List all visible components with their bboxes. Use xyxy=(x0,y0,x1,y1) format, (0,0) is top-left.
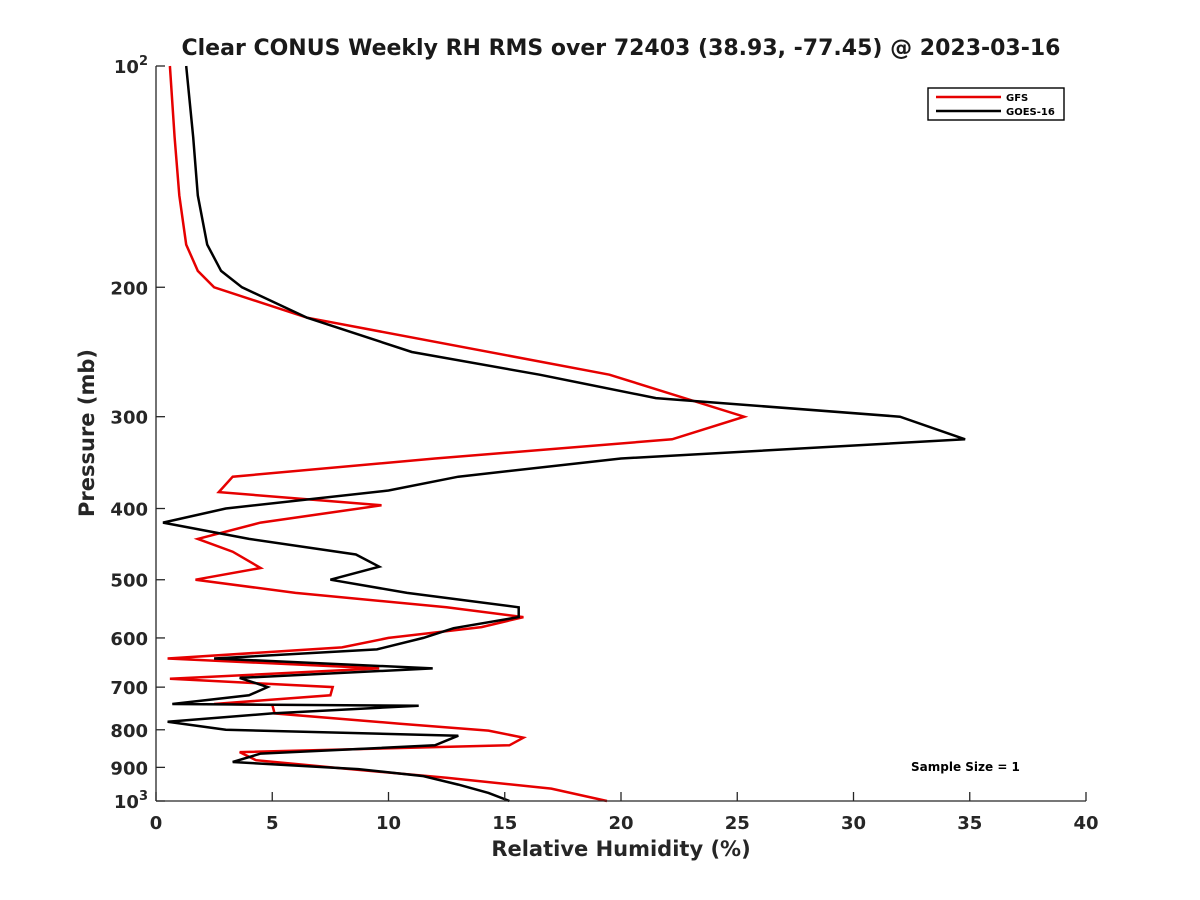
x-tick-label: 35 xyxy=(957,813,982,834)
series-layer xyxy=(162,65,966,803)
x-tick-label: 10 xyxy=(376,813,401,834)
y-tick-label: 900 xyxy=(110,758,148,779)
sample-size-annotation: Sample Size = 1 xyxy=(911,760,1020,774)
legend-box xyxy=(927,87,1065,121)
y-tick-label: 800 xyxy=(110,721,148,742)
x-tick-label: 0 xyxy=(150,813,163,834)
y-tick-label: 400 xyxy=(110,500,148,521)
y-tick-label: 200 xyxy=(110,278,148,299)
x-tick-label: 30 xyxy=(841,813,866,834)
x-tick-label: 5 xyxy=(266,813,279,834)
series-line-gfs xyxy=(167,65,749,803)
x-tick-label: 20 xyxy=(608,813,633,834)
y-axis-label: Pressure (mb) xyxy=(75,349,99,517)
x-tick-label: 25 xyxy=(725,813,750,834)
y-tick-label: 500 xyxy=(110,571,148,592)
x-axis-label: Relative Humidity (%) xyxy=(491,837,750,861)
y-tick-label: 700 xyxy=(110,678,148,699)
y-tick-label: 102 xyxy=(114,54,148,78)
chart-title: Clear CONUS Weekly RH RMS over 72403 (38… xyxy=(182,36,1061,61)
legend-label-goes16: GOES-16 xyxy=(1006,107,1055,118)
legend-label-gfs: GFS xyxy=(1006,93,1028,104)
x-tick-label: 15 xyxy=(492,813,517,834)
y-tick-label: 300 xyxy=(110,408,148,429)
x-tick-label: 40 xyxy=(1073,813,1098,834)
y-tick-label: 103 xyxy=(114,789,148,813)
y-ticks: 102 200 300 400 500 600 700 800 900 103 xyxy=(110,54,165,813)
legend: GFS GOES-16 xyxy=(927,87,1065,121)
series-line-goes16 xyxy=(162,65,966,803)
y-tick-label: 600 xyxy=(110,629,148,650)
x-ticks: 0 5 10 15 20 25 30 35 40 xyxy=(150,792,1099,834)
